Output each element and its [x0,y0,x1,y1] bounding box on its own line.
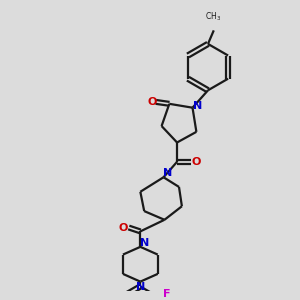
Text: O: O [118,223,128,232]
Text: N: N [140,238,149,248]
Text: CH$_3$: CH$_3$ [205,10,221,22]
Text: O: O [192,157,201,167]
Text: N: N [193,101,202,111]
Text: N: N [163,168,172,178]
Text: N: N [136,282,145,292]
Text: O: O [147,97,157,107]
Text: F: F [163,289,170,299]
